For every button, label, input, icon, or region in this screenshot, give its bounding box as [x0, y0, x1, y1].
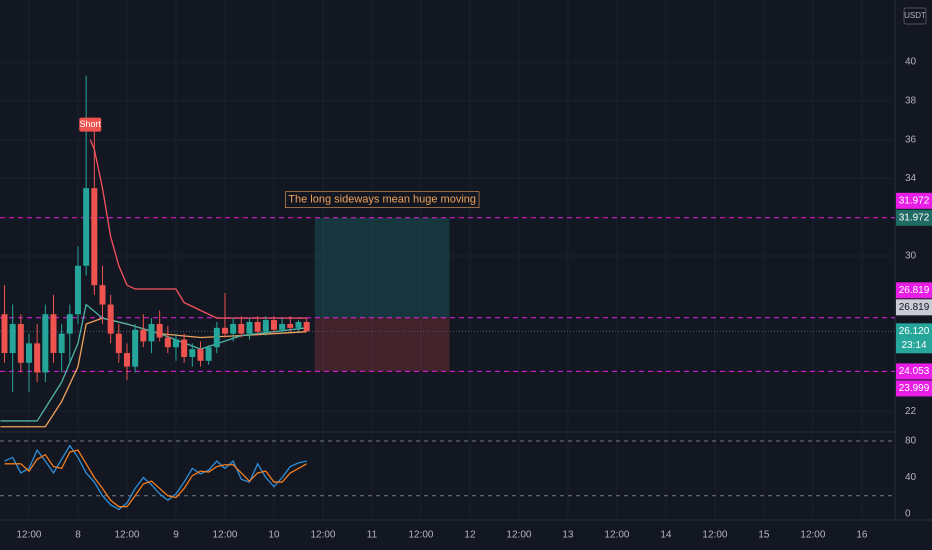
signal-label: Short [79, 119, 101, 129]
candle-body [1, 314, 8, 354]
candle-body [115, 333, 122, 354]
stop-zone [314, 317, 450, 372]
candle-body [83, 188, 90, 266]
x-tick-label: 12:00 [408, 530, 433, 541]
candle-body [123, 353, 130, 367]
price-badge-label: 26.819 [899, 302, 930, 313]
candle-body [295, 322, 302, 328]
candle-body [91, 188, 98, 286]
annotation: The long sideways mean huge moving [288, 194, 476, 206]
price-badge-label: 31.972 [899, 212, 930, 223]
candle-body [181, 339, 188, 357]
x-tick-label: 15 [758, 530, 770, 541]
candle-body [262, 320, 269, 332]
x-tick-label: 8 [75, 530, 81, 541]
candle-body [189, 349, 196, 357]
y-tick-label: 40 [905, 472, 917, 483]
candle-body [66, 314, 73, 334]
candle-body [221, 327, 228, 334]
candle-body [74, 265, 81, 315]
x-tick-label: 16 [856, 530, 868, 541]
price-badge-label: 26.819 [899, 285, 930, 296]
currency-label: USDT [904, 11, 926, 20]
x-tick-label: 12:00 [702, 530, 727, 541]
y-tick-label: 22 [905, 406, 917, 417]
x-tick-label: 12:00 [16, 530, 41, 541]
y-tick-label: 80 [905, 436, 917, 447]
candle-body [107, 304, 114, 334]
annotation-box [285, 191, 480, 209]
y-tick-label: 34 [905, 173, 917, 184]
candle-body [270, 320, 277, 330]
candle-body [213, 327, 220, 348]
candle-body [58, 333, 65, 354]
candle-body [230, 323, 237, 334]
y-tick-label: 40 [905, 57, 917, 68]
price-badge [896, 323, 932, 354]
price-badge-label: 31.972 [899, 195, 930, 206]
indicator-line [89, 139, 307, 319]
candle-body [34, 343, 41, 373]
price-badge [896, 380, 932, 397]
candle-body [9, 323, 16, 354]
price-badge [896, 192, 932, 209]
price-badge [896, 299, 932, 316]
x-tick-label: 13 [562, 530, 574, 541]
candle-body [205, 347, 212, 361]
candle-body [303, 322, 310, 332]
countdown-label: 23:14 [901, 340, 926, 351]
y-tick-label: 36 [905, 134, 917, 145]
x-tick-label: 12:00 [212, 530, 237, 541]
oscillator-line [4, 449, 307, 508]
price-badge [896, 282, 932, 299]
candle-body [238, 323, 245, 334]
oscillator-line [4, 444, 307, 511]
candle-body [164, 337, 171, 348]
price-badge-label: 24.053 [899, 366, 930, 377]
price-badge [896, 363, 932, 380]
currency-box [903, 7, 927, 25]
candle-body [172, 339, 179, 348]
candle-body [156, 323, 163, 338]
signal-box [79, 117, 102, 132]
candle-body [197, 349, 204, 361]
candle-body [279, 323, 286, 330]
candle-body [50, 314, 57, 354]
candle-body [148, 323, 155, 342]
x-tick-label: 12:00 [800, 530, 825, 541]
candle-body [254, 322, 261, 332]
candle-body [132, 329, 139, 367]
candle-body [25, 343, 32, 363]
x-tick-label: 12:00 [604, 530, 629, 541]
candle-body [17, 323, 24, 363]
price-badge-label: 26.120 [899, 326, 930, 337]
candle-body [140, 329, 147, 342]
candle-body [246, 322, 253, 334]
candle-body [287, 323, 294, 328]
candle-body [99, 285, 106, 305]
x-tick-label: 12:00 [114, 530, 139, 541]
x-tick-label: 12 [464, 530, 476, 541]
candle-body [42, 314, 49, 373]
y-tick-label: 38 [905, 96, 917, 107]
x-tick-label: 12:00 [310, 530, 335, 541]
price-badge-label: 23.999 [899, 383, 930, 394]
x-tick-label: 9 [173, 530, 179, 541]
y-tick-label: 0 [905, 509, 911, 520]
target-zone [314, 217, 450, 318]
x-tick-label: 11 [367, 530, 378, 541]
price-badge [896, 209, 932, 226]
x-tick-label: 12:00 [506, 530, 531, 541]
x-tick-label: 10 [268, 530, 280, 541]
y-tick-label: 30 [905, 251, 917, 262]
x-tick-label: 14 [660, 530, 672, 541]
